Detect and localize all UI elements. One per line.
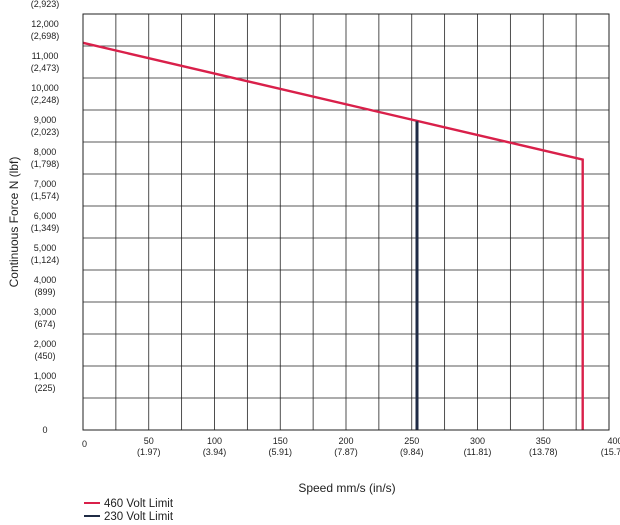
y-tick-sublabel: (1,798) bbox=[31, 159, 60, 169]
grid bbox=[83, 14, 609, 430]
x-tick-sublabel: (13.78) bbox=[529, 447, 558, 457]
y-tick-sublabel: (2,248) bbox=[31, 95, 60, 105]
y-tick-sublabel: (2,023) bbox=[31, 127, 60, 137]
y-tick-sublabel: (1,574) bbox=[31, 191, 60, 201]
y-tick-label: 8,000 bbox=[34, 147, 57, 157]
y-tick-label: 10,000 bbox=[31, 83, 59, 93]
x-tick-label: 200 bbox=[338, 436, 353, 446]
y-tick-label: 4,000 bbox=[34, 275, 57, 285]
y-tick-label: 1,000 bbox=[34, 371, 57, 381]
x-tick-label: 50 bbox=[144, 436, 154, 446]
y-tick-sublabel: (225) bbox=[34, 383, 55, 393]
series-layer bbox=[82, 41, 584, 430]
x-tick-label: 100 bbox=[207, 436, 222, 446]
x-tick-sublabel: (7.87) bbox=[334, 447, 358, 457]
y-tick-label: 2,000 bbox=[34, 339, 57, 349]
y-tick-label: 6,000 bbox=[34, 211, 57, 221]
x-tick-label: 150 bbox=[273, 436, 288, 446]
y-tick-label: 0 bbox=[42, 425, 47, 435]
y-tick-labels: 0 1,000 (225) 2,000 (450) 3,000 (674) 4,000 (899… bbox=[31, 0, 60, 435]
x-tick-sublabel: (5.91) bbox=[268, 447, 292, 457]
y-tick-label: 3,000 bbox=[34, 307, 57, 317]
y-axis-label: Continuous Force N (lbf) bbox=[7, 157, 21, 288]
y-tick-sublabel: (1,124) bbox=[31, 255, 60, 265]
x-axis-label: Speed mm/s (in/s) bbox=[298, 481, 395, 495]
y-tick-label: 7,000 bbox=[34, 179, 57, 189]
legend-label: 230 Volt Limit bbox=[104, 511, 174, 523]
x-tick-label: 0 bbox=[82, 439, 87, 449]
y-tick-sublabel: (674) bbox=[34, 319, 55, 329]
y-tick-label: 11,000 bbox=[32, 51, 59, 61]
x-tick-label: 400 bbox=[607, 436, 620, 446]
x-tick-label: 350 bbox=[536, 436, 551, 446]
x-tick-sublabel: (11.81) bbox=[464, 447, 492, 457]
y-tick-sublabel: (2,923) bbox=[31, 0, 60, 9]
plot-frame bbox=[82, 13, 610, 431]
series-line-460v bbox=[82, 41, 584, 430]
y-tick-sublabel: (450) bbox=[34, 351, 55, 361]
x-tick-sublabel: (9.84) bbox=[400, 447, 424, 457]
x-tick-sublabel: (3.94) bbox=[203, 447, 227, 457]
y-tick-sublabel: (899) bbox=[34, 287, 55, 297]
y-tick-label: 9,000 bbox=[34, 115, 57, 125]
y-tick-sublabel: (2,473) bbox=[31, 63, 60, 73]
x-tick-sublabel: (1.97) bbox=[137, 447, 161, 457]
x-tick-label: 300 bbox=[470, 436, 485, 446]
legend-label: 460 Volt Limit bbox=[104, 498, 174, 510]
x-tick-sublabel: (15.75) bbox=[601, 447, 620, 457]
y-tick-sublabel: (2,698) bbox=[31, 31, 60, 41]
y-tick-label: 5,000 bbox=[34, 243, 57, 253]
y-tick-sublabel: (1,349) bbox=[31, 223, 60, 233]
x-tick-labels: 0 50(1.97)100(3.94)150(5.91)200(7.87)250(… bbox=[82, 436, 620, 457]
x-tick-label: 250 bbox=[404, 436, 419, 446]
y-tick-label: 12,000 bbox=[31, 19, 59, 29]
